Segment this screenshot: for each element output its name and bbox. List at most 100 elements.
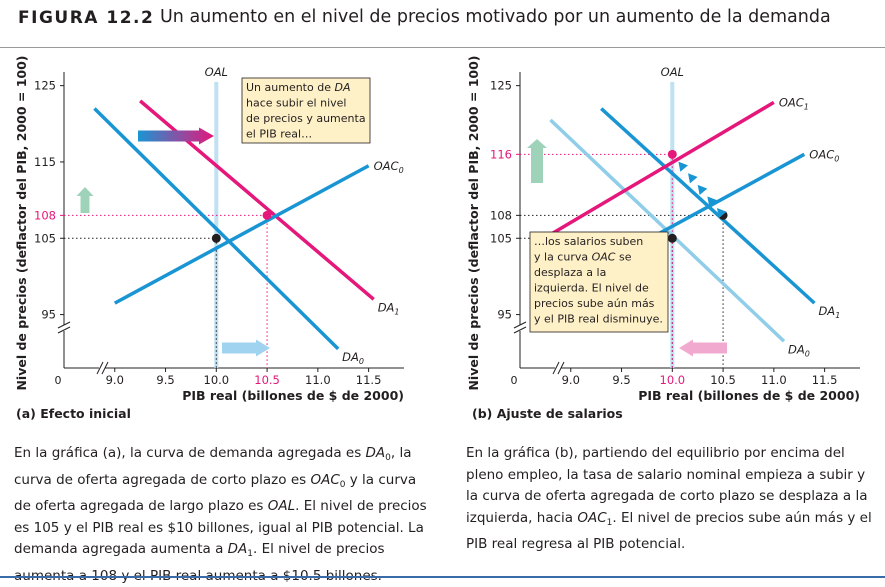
x-axis-break-gap	[99, 362, 105, 374]
caption-a-da1-sub: 1	[247, 549, 254, 559]
equilibrium-point	[667, 233, 677, 243]
annotation-line: hace subir el nivel	[246, 97, 346, 110]
demand-shift-arrow	[138, 127, 214, 145]
caption-a-text-5: . El nivel de precios aumenta a 108 y el…	[14, 541, 385, 584]
series-oal-label: OAL	[205, 65, 228, 79]
x-tick-label: 9.0	[562, 373, 580, 387]
gdp-decrease-arrow	[679, 339, 727, 357]
x-axis-label: PIB real (billones de $ de 2000)	[182, 388, 404, 403]
y-axis-label: Nivel de precios (deflactor del PIB, 200…	[466, 55, 481, 390]
caption-b-oac1-sub: 1	[606, 517, 613, 528]
equilibrium-point	[667, 149, 677, 159]
series-oac0-label: OAC0	[374, 159, 404, 175]
x-axis-label: PIB real (billones de $ de 2000)	[638, 388, 860, 403]
series-da0-label: DA0	[788, 342, 810, 358]
adjustment-path-arrowhead	[716, 208, 727, 219]
annotation-box	[529, 231, 669, 333]
annotation-line: el PIB real…	[246, 128, 312, 141]
series-oac0-label: OAC0	[809, 147, 839, 163]
caption-b-text-2: . El nivel de precios sube aún más y el …	[466, 509, 872, 553]
figure-header: FIGURA 12.2 Un aumento en el nivel de pr…	[0, 0, 885, 48]
y-tick-label: 105	[34, 231, 56, 245]
caption-a: En la gráfica (a), la curva de demanda a…	[14, 443, 434, 587]
x-tick-label: 10.0	[204, 373, 230, 387]
x-axis-break	[557, 361, 565, 375]
chart-panel-a: 0 Nivel de precios (deflactor del PIB, 20…	[14, 55, 404, 421]
caption-b: En la gráfica (b), partiendo del equilib…	[466, 443, 881, 556]
series-da0-label: DA0	[342, 350, 364, 366]
y-tick-label: 116	[490, 147, 512, 161]
annotation-line: Un aumento de DA	[246, 81, 350, 94]
adjustment-path-arrowhead	[688, 173, 698, 184]
y-tick-label: 105	[490, 231, 512, 245]
caption-a-oal: OAL	[267, 498, 296, 514]
y-axis-label: Nivel de precios (deflactor del PIB, 200…	[14, 55, 29, 390]
x-axis-break	[101, 361, 109, 375]
x-tick-label: 11.5	[356, 373, 382, 387]
x-tick-label: 9.5	[612, 373, 630, 387]
x-tick-label: 10.5	[710, 373, 736, 387]
series-oac1-line	[549, 100, 775, 236]
annotation-line: de precios y aumenta	[246, 112, 366, 125]
bottom-rule	[0, 576, 885, 578]
y-tick-label: 108	[490, 208, 512, 222]
price-up-arrow	[527, 139, 547, 183]
series-oac1-label: OAC1	[779, 95, 809, 111]
caption-b-oac1: OAC	[577, 509, 607, 526]
panel-label: (b) Ajuste de salarios	[472, 406, 623, 421]
origin-label: 0	[55, 374, 62, 387]
x-tick-label: 10.5	[254, 373, 280, 387]
y-axis-break	[513, 321, 527, 329]
adjustment-path-arrowhead	[707, 196, 717, 207]
x-axis-break	[552, 361, 560, 375]
x-tick-label: 9.0	[106, 373, 124, 387]
y-tick-label: 125	[490, 79, 512, 93]
adjustment-path-arrowhead	[697, 184, 708, 195]
annotation-box	[241, 77, 371, 144]
caption-a-text-2: , la curva de oferta agregada de corto p…	[14, 445, 412, 488]
annotation-line: …los salarios suben	[534, 235, 643, 248]
figure-charts: 0 Nivel de precios (deflactor del PIB, 20…	[14, 55, 860, 421]
origin-label: 0	[511, 374, 518, 387]
caption-a-text-3: y la curva de oferta agregada de largo p…	[14, 471, 417, 515]
series-oal-label: OAL	[661, 65, 684, 79]
caption-a-da0-sub: 0	[385, 453, 391, 463]
x-tick-label: 11.0	[305, 373, 331, 387]
caption-a-text-4: . El nivel de precios es 105 y el PIB re…	[14, 498, 427, 557]
y-axis-break	[513, 326, 527, 334]
annotation-line: y el PIB real disminuye.	[534, 313, 663, 326]
caption-b-text-1: En la gráfica (b), partiendo del equilib…	[466, 445, 868, 526]
equilibrium-point	[211, 233, 221, 243]
caption-a-da1: DA	[227, 541, 248, 557]
annotation-line: desplaza a la	[534, 266, 606, 279]
series-oac0-line	[113, 164, 370, 305]
y-tick-label: 125	[34, 79, 56, 93]
adjustment-path-arrowhead	[678, 161, 688, 172]
x-tick-label: 9.5	[156, 373, 174, 387]
x-tick-label: 11.0	[761, 373, 787, 387]
y-axis-break	[57, 321, 71, 329]
y-tick-label: 108	[34, 208, 56, 222]
panel-label: (a) Efecto inicial	[16, 406, 131, 421]
figure-number: FIGURA 12.2	[18, 8, 155, 28]
gdp-increase-arrow	[222, 339, 270, 357]
y-tick-label: 115	[34, 155, 56, 169]
figure-title: Un aumento en el nivel de precios motiva…	[160, 7, 831, 27]
caption-a-oac0: OAC	[310, 471, 340, 488]
caption-a-oac0-sub: 0	[339, 479, 346, 490]
series-da1-label: DA1	[818, 304, 840, 320]
x-tick-label: 11.5	[812, 373, 838, 387]
y-tick-label: 95	[497, 308, 512, 322]
y-axis-break-gap	[58, 325, 70, 331]
annotation-line: y la curva OAC se	[534, 251, 632, 264]
y-tick-label: 95	[41, 308, 56, 322]
annotation-line: precios sube aún más	[534, 297, 655, 310]
equilibrium-point	[262, 210, 272, 220]
caption-a-da0: DA	[365, 445, 386, 461]
annotation-line: izquierda. El nivel de	[534, 282, 649, 295]
y-axis-break-gap	[514, 325, 526, 331]
chart-panel-b: 0 Nivel de precios (deflactor del PIB, 20…	[466, 55, 860, 421]
x-axis-break-gap	[555, 362, 561, 374]
x-axis-break	[96, 361, 104, 375]
y-axis-break	[57, 326, 71, 334]
